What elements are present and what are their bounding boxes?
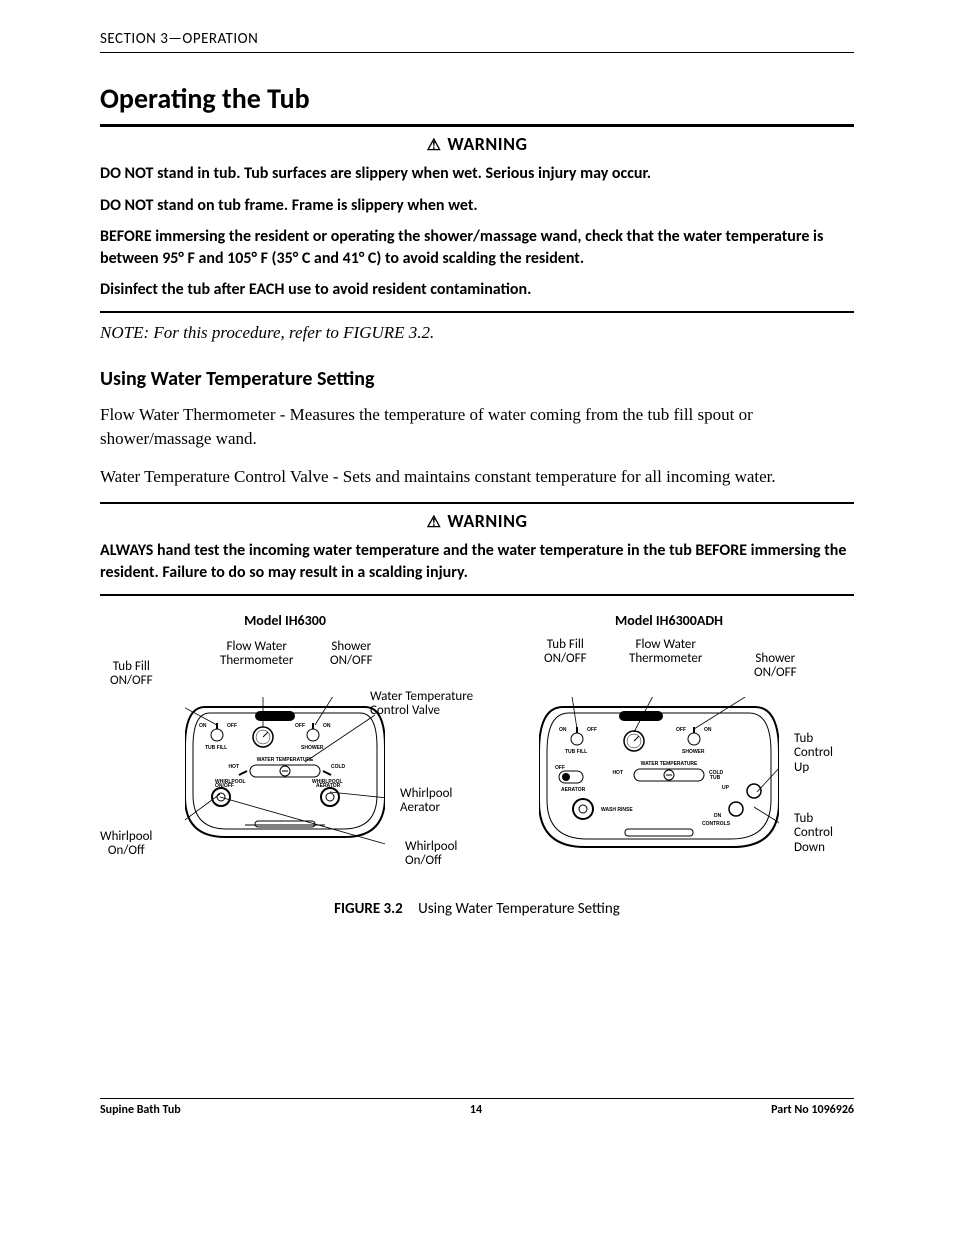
diagram-left: Model IH6300 Tub FillON/OFF Flow WaterTh…: [100, 612, 470, 892]
callout-shower: ShowerON/OFF: [330, 640, 373, 670]
warning-paragraph: DO NOT stand in tub. Tub surfaces are sl…: [100, 163, 854, 185]
callout-tubfill: Tub FillON/OFF: [110, 660, 153, 690]
callout-tubfill: Tub FillON/OFF: [544, 638, 587, 668]
svg-text:UP: UP: [722, 785, 730, 791]
svg-text:OFF: OFF: [295, 723, 305, 729]
svg-text:ON: ON: [323, 723, 331, 729]
warning-icon: ⚠: [427, 136, 442, 155]
figure-caption: FIGURE 3.2 Using Water Temperature Setti…: [100, 900, 854, 918]
subheading: Using Water Temperature Setting: [100, 367, 854, 391]
warning-heading-text: WARNING: [447, 510, 527, 532]
svg-text:OFF: OFF: [227, 723, 237, 729]
warning-body: ALWAYS hand test the incoming water temp…: [100, 540, 854, 583]
figure-label: FIGURE 3.2: [334, 900, 403, 918]
control-panel-svg: ON OFF TUB FILL OFF ON SHOWER: [539, 697, 779, 867]
model-label: Model IH6300: [100, 612, 470, 629]
running-header: SECTION 3—OPERATION: [100, 30, 854, 53]
figure-caption-text: Using Water Temperature Setting: [418, 900, 620, 918]
callout-flowtherm: Flow WaterThermometer: [629, 638, 702, 668]
svg-text:DN: DN: [714, 813, 722, 819]
warning-heading: ⚠ WARNING: [100, 133, 854, 155]
callout-tub-down: TubControlDown: [794, 812, 833, 857]
svg-text:AERATOR: AERATOR: [561, 787, 586, 793]
svg-text:ON: ON: [559, 727, 567, 733]
rule: [100, 311, 854, 313]
warning-paragraph: Disinfect the tub after EACH use to avoi…: [100, 279, 854, 301]
svg-text:ON/OFF: ON/OFF: [215, 783, 234, 789]
figure: Model IH6300 Tub FillON/OFF Flow WaterTh…: [100, 604, 854, 918]
diagram-right: Model IH6300ADH Tub FillON/OFF Flow Wate…: [484, 612, 854, 892]
callout-wtcv: Water TemperatureControl Valve: [370, 690, 473, 720]
svg-text:TUB FILL: TUB FILL: [565, 749, 587, 755]
warning-paragraph: BEFORE immersing the resident or operati…: [100, 226, 854, 269]
callout-aerator: WhirlpoolAerator: [400, 787, 452, 817]
svg-text:OFF: OFF: [555, 765, 565, 771]
body-paragraph: Water Temperature Control Valve - Sets a…: [100, 465, 854, 489]
svg-text:SHOWER: SHOWER: [301, 745, 324, 751]
warning-paragraph: ALWAYS hand test the incoming water temp…: [100, 540, 854, 583]
page-title: Operating the Tub: [100, 81, 854, 116]
control-panel-svg: ON OFF TUB FILL OFF O: [185, 697, 385, 857]
svg-text:HOT: HOT: [612, 770, 623, 776]
svg-text:TUB FILL: TUB FILL: [205, 745, 227, 751]
warning-heading: ⚠ WARNING: [100, 510, 854, 532]
callout-wp-onoff: WhirlpoolOn/Off: [405, 840, 457, 870]
svg-text:OFF: OFF: [587, 727, 597, 733]
svg-text:AERATOR: AERATOR: [316, 783, 341, 789]
svg-text:OFF: OFF: [676, 727, 686, 733]
callout-flowtherm: Flow WaterThermometer: [220, 640, 293, 670]
callout-tub-up: TubControlUp: [794, 732, 833, 777]
svg-text:HOT: HOT: [228, 764, 239, 770]
svg-text:WASH RINSE: WASH RINSE: [601, 807, 633, 813]
callout-wp-onoff: WhirlpoolOn/Off: [100, 830, 152, 860]
rule: [100, 502, 854, 504]
footer-page: 14: [470, 1103, 482, 1117]
svg-text:WATER TEMPERATURE: WATER TEMPERATURE: [641, 761, 698, 767]
svg-text:WATER TEMPERATURE: WATER TEMPERATURE: [257, 757, 314, 763]
svg-text:COLD: COLD: [331, 764, 346, 770]
svg-text:SHOWER: SHOWER: [682, 749, 705, 755]
warning-heading-text: WARNING: [447, 133, 527, 155]
model-label: Model IH6300ADH: [484, 612, 854, 629]
warning-body: DO NOT stand in tub. Tub surfaces are sl…: [100, 163, 854, 301]
warning-icon: ⚠: [427, 513, 442, 532]
svg-text:ON: ON: [704, 727, 712, 733]
svg-text:ON: ON: [199, 723, 207, 729]
svg-text:TUB: TUB: [710, 775, 721, 781]
callout-shower: ShowerON/OFF: [754, 652, 797, 682]
footer-left: Supine Bath Tub: [100, 1103, 181, 1117]
svg-text:CONTROLS: CONTROLS: [702, 821, 731, 827]
page-footer: Supine Bath Tub 14 Part No 1096926: [100, 1098, 854, 1117]
footer-right: Part No 1096926: [771, 1103, 854, 1117]
warning-paragraph: DO NOT stand on tub frame. Frame is slip…: [100, 195, 854, 217]
rule: [100, 124, 854, 127]
body-paragraph: Flow Water Thermometer - Measures the te…: [100, 403, 854, 451]
rule: [100, 594, 854, 596]
note-text: NOTE: For this procedure, refer to FIGUR…: [100, 323, 854, 343]
